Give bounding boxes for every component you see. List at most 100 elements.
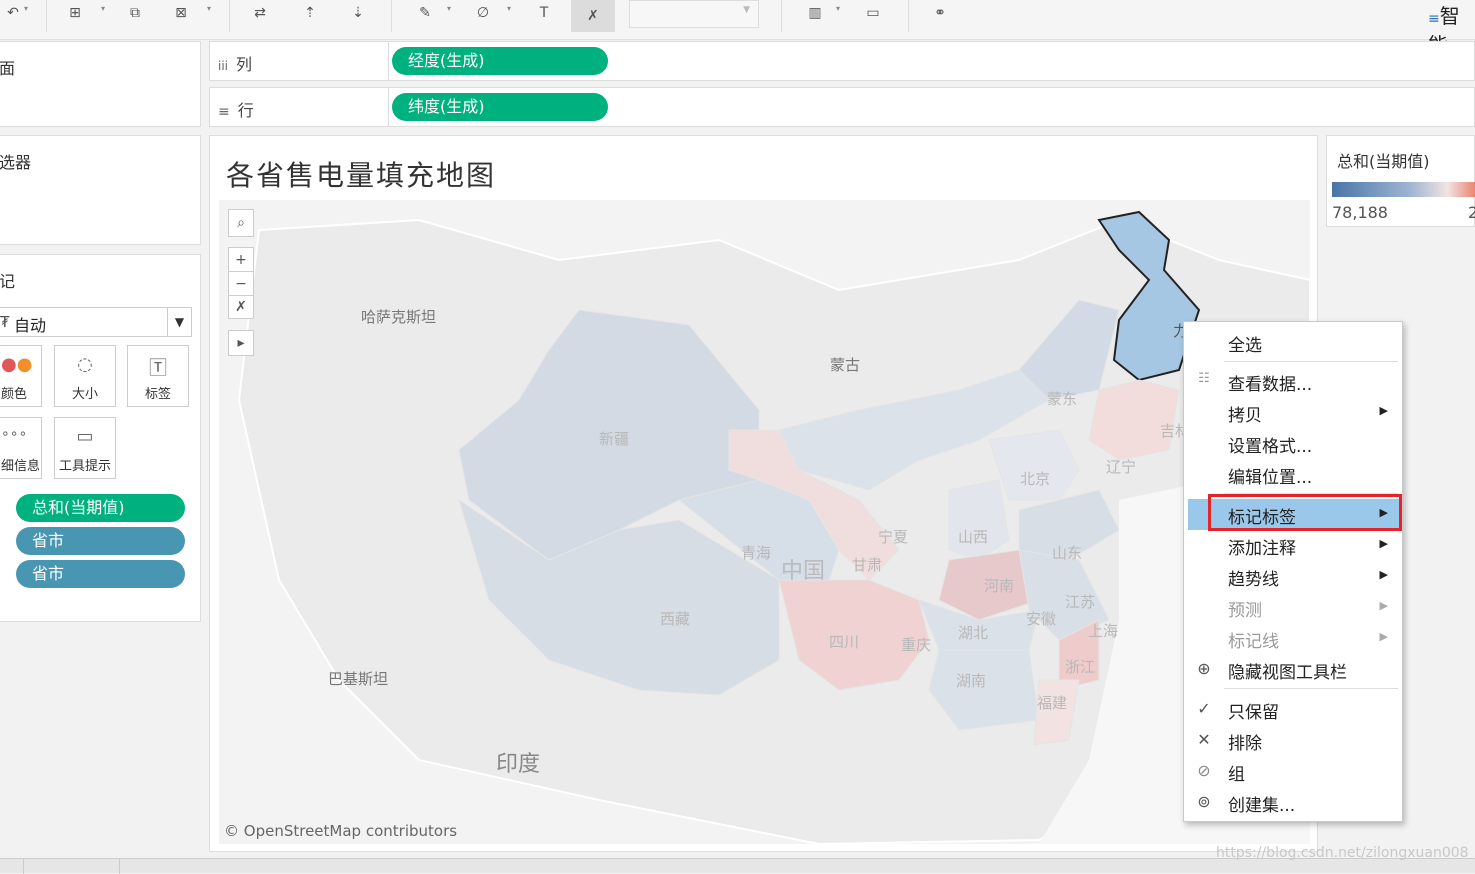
province-zhejiang[interactable]: [1058, 619, 1100, 691]
map-label-xinjiang: 新疆: [599, 430, 630, 448]
mark-pill-sum[interactable]: 总和(当期值): [16, 494, 185, 522]
label-icon[interactable]: T: [539, 5, 549, 21]
menu-item-create-set[interactable]: ⊚ 创建集...: [1184, 787, 1402, 818]
map-label-zhejiang: 浙江: [1065, 658, 1096, 676]
color-legend[interactable]: 总和(当期值) 78,188 2: [1326, 135, 1475, 227]
menu-item-exclude[interactable]: ✕ 排除: [1184, 725, 1402, 756]
rows-shelf: ≡ 行 纬度(生成): [209, 87, 1475, 127]
menu-item-format[interactable]: 设置格式...: [1184, 428, 1402, 459]
fit-dropdown[interactable]: ▼: [629, 0, 759, 28]
columns-label: iii 列: [218, 51, 252, 75]
province-sichuan[interactable]: [778, 579, 930, 691]
color-card[interactable]: ●● 颜色: [0, 345, 42, 407]
map-label-chongqing: 重庆: [901, 636, 932, 654]
sort-desc-icon[interactable]: ⇣: [352, 5, 364, 21]
pan-lock-icon[interactable]: ✗: [228, 295, 254, 319]
show-me-dropdown-icon[interactable]: ▾: [836, 4, 841, 13]
presentation-icon[interactable]: ▭: [866, 5, 880, 21]
duplicate-icon[interactable]: ⧉: [130, 5, 140, 21]
menu-item-label: 标记标签: [1228, 508, 1296, 528]
map-view[interactable]: ⌕ + − ✗ ▸ 哈萨克斯坦 蒙古 巴基斯坦 印度 中国 新疆 青海 甘肃 宁…: [219, 200, 1310, 844]
menu-item-select-all[interactable]: 全选: [1184, 327, 1402, 358]
mark-type-select[interactable]: ₮ 自动 ▼: [0, 307, 192, 337]
province-liaoning[interactable]: [1088, 379, 1180, 461]
submenu-arrow-icon: ▶: [1379, 568, 1388, 581]
province-hunan[interactable]: [928, 649, 1040, 731]
menu-item-copy[interactable]: 拷贝 ▶: [1184, 397, 1402, 428]
province-mengdong[interactable]: [1018, 299, 1120, 401]
clear-sheet-icon[interactable]: ⊠: [175, 5, 187, 21]
expand-toolbar-icon[interactable]: ▸: [228, 330, 254, 356]
province-shandong[interactable]: [1018, 489, 1120, 561]
highlight-dropdown-icon[interactable]: ▾: [447, 4, 452, 13]
map-search-icon[interactable]: ⌕: [228, 209, 254, 237]
detail-card[interactable]: ∘∘∘ 细信息: [0, 417, 42, 479]
menu-item-group[interactable]: ⊘ 组: [1184, 756, 1402, 787]
map-label-shandong: 山东: [1052, 544, 1083, 562]
menu-item-label: 组: [1228, 765, 1245, 785]
zoom-in-button[interactable]: +: [228, 247, 254, 271]
rows-icon: ≡: [218, 104, 230, 120]
province-neimeng[interactable]: [778, 369, 1050, 491]
menu-item-label: 隐藏视图工具栏: [1228, 663, 1347, 683]
label-card[interactable]: 🅃 标签: [127, 345, 189, 407]
watermark: https://blog.csdn.net/zilongxuan008: [1216, 845, 1469, 861]
province-henan[interactable]: [938, 549, 1040, 621]
size-card[interactable]: ◌ 大小: [54, 345, 116, 407]
mark-type-value: 自动: [14, 316, 47, 335]
menu-item-hide-view-toolbar[interactable]: ⊕ 隐藏视图工具栏: [1184, 654, 1402, 685]
new-sheet-dropdown-icon[interactable]: ▾: [101, 4, 106, 13]
mark-pill-label: 省市: [32, 531, 65, 550]
zoom-out-button[interactable]: −: [228, 271, 254, 295]
undo-icon[interactable]: ↶: [7, 5, 19, 21]
mark-pill-label: 省市: [32, 564, 65, 583]
rows-pill[interactable]: 纬度(生成): [392, 93, 608, 121]
toolbar: ↶ ▾ ⊞ ▾ ⧉ ⊠ ▾ ⇄ ⇡ ⇣ ✎ ▾ ∅ ▾ T ✗ ▼ ▥ ▾ ▭ …: [0, 0, 1475, 40]
swap-icon[interactable]: ⇄: [254, 5, 266, 21]
attach-dropdown-icon[interactable]: ▾: [507, 4, 512, 13]
color-card-label: 颜色: [1, 387, 28, 402]
menu-item-view-data[interactable]: ☷ 查看数据...: [1184, 366, 1402, 397]
map-label-pakistan: 巴基斯坦: [328, 670, 389, 688]
filters-panel: 选器: [0, 135, 201, 245]
province-hubei[interactable]: [918, 599, 1040, 651]
sheet-tabs-bar: [0, 858, 1475, 874]
menu-item-annotate[interactable]: 添加注释 ▶: [1184, 530, 1402, 561]
clear-dropdown-icon[interactable]: ▾: [207, 4, 212, 13]
attach-icon[interactable]: ∅: [476, 5, 490, 21]
show-me-icon[interactable]: ▥: [808, 5, 822, 21]
filters-title: 选器: [0, 153, 32, 172]
share-icon[interactable]: ⚭: [934, 5, 946, 21]
size-card-label: 大小: [71, 387, 98, 402]
new-sheet-icon[interactable]: ⊞: [69, 5, 81, 21]
menu-item-keep-only[interactable]: ✓ 只保留: [1184, 694, 1402, 725]
highlight-icon[interactable]: ✎: [419, 5, 431, 21]
mark-type-icon: ₮: [0, 313, 10, 331]
map-label-henan: 河南: [984, 577, 1015, 595]
toolbar-divider: [908, 0, 909, 32]
province-fujian[interactable]: [1033, 679, 1080, 746]
pages-panel: 面: [0, 41, 201, 127]
undo-dropdown-icon[interactable]: ▾: [24, 4, 29, 13]
detail-icon: ∘∘∘: [1, 426, 28, 442]
province-hebei[interactable]: [988, 429, 1080, 501]
map-label-tibet: 西藏: [660, 610, 691, 628]
menu-item-edit-location[interactable]: 编辑位置...: [1184, 459, 1402, 490]
columns-pill-label: 经度(生成): [408, 51, 485, 70]
label-icon: 🅃: [149, 358, 167, 379]
mark-pill-province[interactable]: 省市: [16, 560, 185, 588]
pages-title: 面: [0, 59, 16, 78]
menu-item-label: 排除: [1228, 734, 1262, 754]
menu-item-trend-lines[interactable]: 趋势线 ▶: [1184, 561, 1402, 592]
menu-divider: [1224, 493, 1398, 494]
tooltip-card[interactable]: ▭ 工具提示: [54, 417, 116, 479]
menu-item-mark-labels[interactable]: 标记标签 ▶: [1188, 499, 1402, 530]
mark-pill-province-detail[interactable]: 省市: [16, 527, 185, 555]
fix-axes-icon[interactable]: ✗: [571, 0, 615, 32]
province-shanxi[interactable]: [948, 479, 1010, 561]
paperclip-icon: ⊘: [1197, 761, 1211, 780]
province-tibet[interactable]: [458, 498, 780, 696]
sort-asc-icon[interactable]: ⇡: [304, 5, 316, 21]
columns-pill[interactable]: 经度(生成): [392, 47, 608, 75]
province-heilongjiang[interactable]: [1097, 210, 1201, 382]
